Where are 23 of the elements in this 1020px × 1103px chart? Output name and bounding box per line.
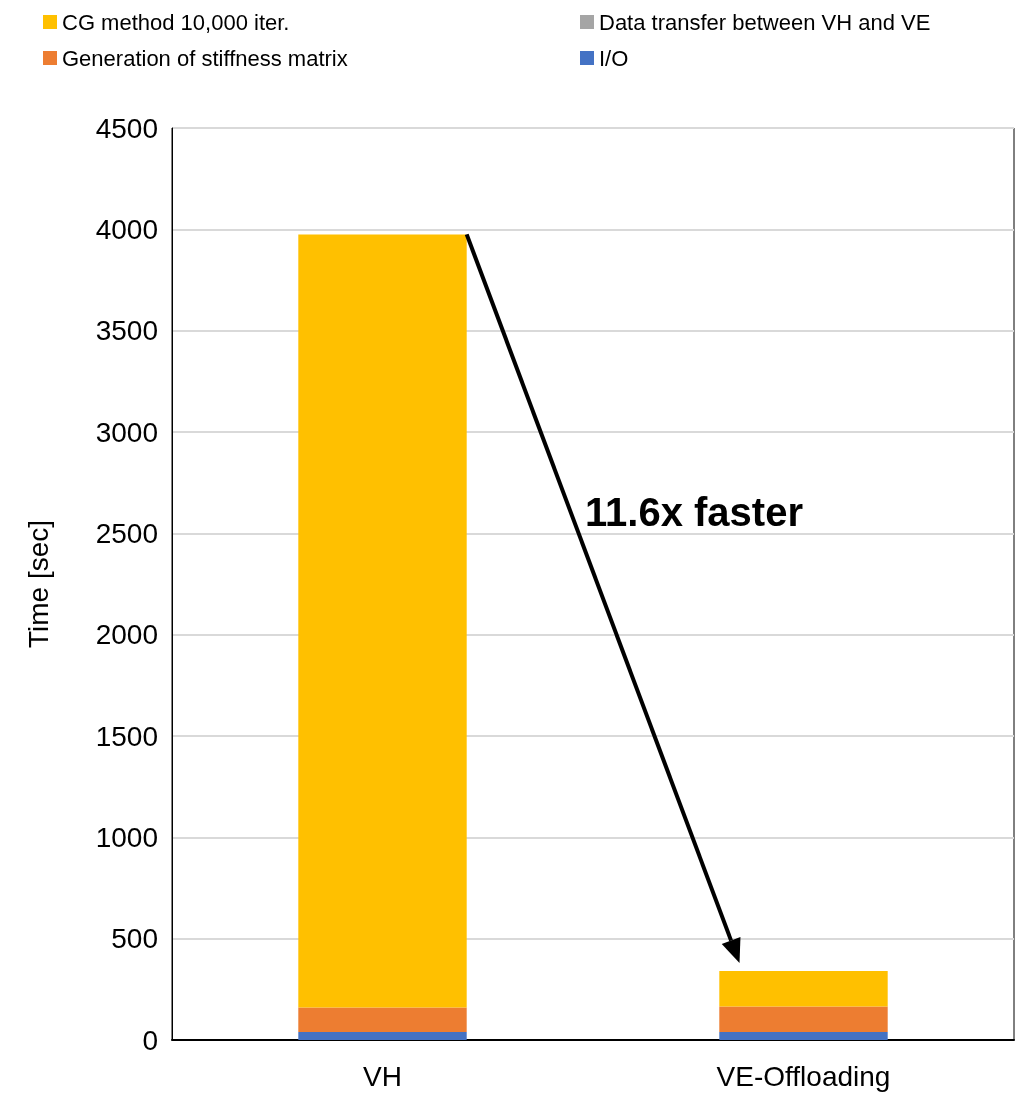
y-tick-label: 4500 xyxy=(95,112,158,144)
y-tick-label: 2000 xyxy=(95,619,158,651)
y-axis-title: Time [sec] xyxy=(22,519,54,649)
bar xyxy=(719,1031,888,1040)
legend-label: Data transfer between VH and VE xyxy=(599,9,931,35)
y-tick-label: 500 xyxy=(111,923,158,955)
y-tick-label: 2500 xyxy=(95,517,158,549)
y-tick-label: 1500 xyxy=(95,720,158,752)
bar xyxy=(298,1031,467,1040)
legend-label: Generation of stiffness matrix xyxy=(62,45,348,71)
annotation: 11.6x faster xyxy=(585,490,803,534)
legend-label: I/O xyxy=(599,45,629,71)
y-tick-label: 1000 xyxy=(95,821,158,853)
bar xyxy=(719,971,888,1007)
legend-label: CG method 10,000 iter. xyxy=(62,9,290,35)
y-tick-label: 3500 xyxy=(95,315,158,347)
y-tick-label: 3000 xyxy=(95,416,158,448)
y-tick-label: 0 xyxy=(142,1024,158,1056)
x-tick-label: VE-Offloading xyxy=(716,1060,891,1092)
y-tick-label: 4000 xyxy=(95,213,158,245)
bar xyxy=(719,1006,888,1032)
x-tick-label: VH xyxy=(363,1060,402,1092)
bar xyxy=(298,1007,467,1032)
